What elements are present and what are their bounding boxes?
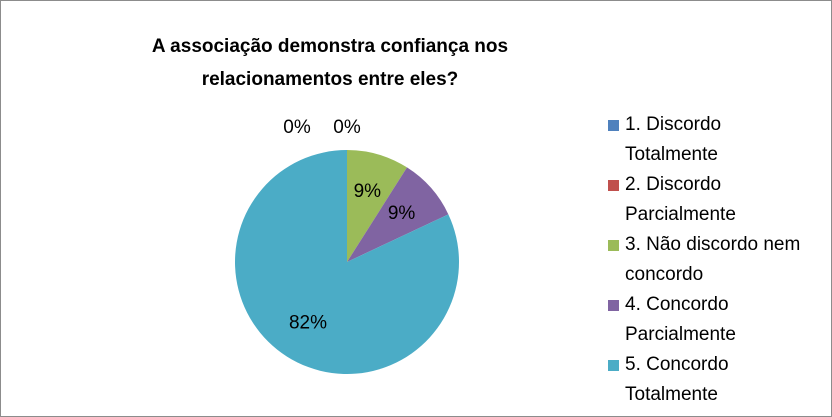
legend-swatch [608, 180, 619, 191]
data-label: 9% [388, 203, 416, 224]
chart-title: A associação demonstra confiança nos rel… [151, 36, 509, 90]
legend-swatch [608, 120, 619, 131]
legend-label: 4. Concordo Parcialmente [625, 294, 736, 345]
legend-label: 3. Não discordo nem concordo [625, 234, 801, 285]
legend-label: 2. Discordo Parcialmente [625, 174, 736, 225]
legend-swatch [608, 240, 619, 251]
pie-slice [235, 150, 460, 374]
data-label: 82% [289, 312, 327, 333]
pie-slice [347, 167, 449, 262]
legend-label: 1. Discordo Totalmente [625, 114, 722, 165]
data-label: 9% [354, 181, 382, 202]
data-label: 0% [283, 117, 311, 138]
data-label: 0% [333, 117, 361, 138]
legend-swatch [608, 300, 619, 311]
pie-slice [347, 150, 408, 262]
legend-swatch [608, 360, 619, 371]
legend-label: 5. Concordo Totalmente [625, 354, 729, 405]
